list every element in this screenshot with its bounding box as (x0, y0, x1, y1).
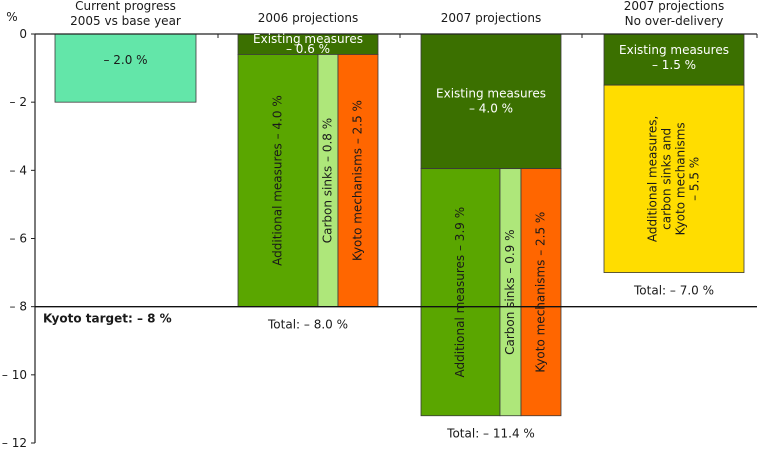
group-header-projections-2007: 2007 projections (441, 11, 542, 25)
bar-segment-projections-2007-3 (520, 168, 562, 417)
segment-label-projections-2007-no-over-delivery-1: Additional measures, (646, 116, 660, 242)
segment-label-projections-2007-0: Existing measures (436, 86, 546, 100)
group-total-projections-2006: Total: – 8.0 % (267, 318, 348, 332)
segment-label-projections-2006-1: Additional measures – 4.0 % (271, 95, 285, 266)
segment-label-projections-2007-no-over-delivery-1: carbon sinks and (660, 128, 674, 230)
segment-label-projections-2006-3: Kyoto mechanisms – 2.5 % (351, 100, 365, 261)
bar-segment-projections-2007-no-over-delivery-0 (603, 33, 745, 86)
bar-segment-projections-2006-1 (237, 54, 319, 308)
y-tick-label: – 10 (2, 368, 27, 382)
segment-label-projections-2007-no-over-delivery-0: Existing measures (619, 43, 729, 57)
bar-segment-projections-2007-no-over-delivery-1 (603, 84, 745, 273)
segment-label-projections-2007-no-over-delivery-1: – 5.5 % (688, 157, 702, 201)
group-header-current-progress: 2005 vs base year (70, 14, 181, 28)
segment-label-current-progress-0: – 2.0 % (103, 53, 147, 67)
group-header-projections-2007-no-over-delivery: 2007 projections (624, 0, 725, 13)
segment-label-projections-2007-no-over-delivery-1: Kyoto mechanisms (674, 122, 688, 235)
segment-label-projections-2007-1: Additional measures – 3.9 % (453, 207, 467, 378)
y-tick-label: – 6 (10, 232, 27, 246)
segment-label-projections-2007-no-over-delivery-0: – 1.5 % (652, 58, 696, 72)
segment-label-projections-2006-0: – 0.6 % (286, 42, 330, 56)
group-total-projections-2007-no-over-delivery: Total: – 7.0 % (633, 284, 714, 298)
segment-label-projections-2007-0: – 4.0 % (469, 101, 513, 115)
group-header-current-progress: Current progress (75, 0, 176, 13)
axes-layer (31, 33, 758, 444)
bar-segment-projections-2006-3 (337, 54, 379, 308)
bars-layer (54, 33, 745, 417)
kyoto-target-label: Kyoto target: – 8 % (43, 312, 172, 326)
y-axis-label: % (6, 10, 17, 24)
y-tick-label: – 8 (10, 300, 27, 314)
y-tick-label: – 4 (10, 163, 27, 177)
segment-label-projections-2007-2: Carbon sinks – 0.9 % (503, 229, 517, 354)
y-tick-label: – 12 (2, 436, 27, 450)
group-header-projections-2006: 2006 projections (258, 11, 359, 25)
group-total-projections-2007: Total: – 11.4 % (446, 427, 535, 441)
bar-segment-projections-2007-0 (420, 33, 562, 170)
segment-label-projections-2007-3: Kyoto mechanisms – 2.5 % (534, 212, 548, 373)
segment-label-projections-2006-0: Existing measures (253, 32, 363, 46)
y-tick-label: – 2 (10, 95, 27, 109)
bar-segment-current-progress-0 (54, 33, 197, 103)
segment-label-projections-2006-2: Carbon sinks – 0.8 % (321, 118, 335, 243)
y-tick-label: 0 (19, 27, 27, 41)
group-header-projections-2007-no-over-delivery: No over-delivery (625, 14, 724, 28)
bar-segment-projections-2007-1 (420, 168, 501, 417)
